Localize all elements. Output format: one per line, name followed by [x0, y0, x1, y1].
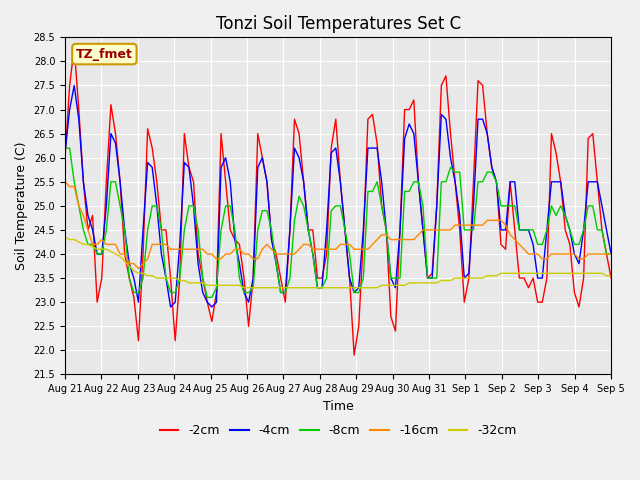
-4cm	[373, 145, 381, 151]
-2cm	[598, 227, 606, 233]
-16cm	[212, 256, 220, 262]
-16cm	[497, 217, 505, 223]
Title: Tonzi Soil Temperatures Set C: Tonzi Soil Temperatures Set C	[216, 15, 461, 33]
-8cm	[607, 251, 615, 257]
-16cm	[593, 251, 601, 257]
-8cm	[176, 275, 184, 281]
-8cm	[593, 227, 601, 233]
-16cm	[607, 251, 615, 257]
Text: TZ_fmet: TZ_fmet	[76, 48, 133, 60]
-2cm	[607, 275, 615, 281]
-4cm	[598, 203, 606, 209]
Line: -2cm: -2cm	[65, 47, 611, 355]
-32cm	[61, 234, 69, 240]
-16cm	[369, 241, 376, 247]
-4cm	[167, 304, 175, 310]
-2cm	[180, 131, 188, 136]
-8cm	[204, 294, 211, 300]
-32cm	[593, 270, 601, 276]
-16cm	[61, 179, 69, 185]
-32cm	[607, 273, 615, 278]
-8cm	[369, 189, 376, 194]
-16cm	[134, 265, 142, 271]
-8cm	[212, 285, 220, 290]
Line: -32cm: -32cm	[65, 237, 611, 288]
-2cm	[61, 155, 69, 161]
-2cm	[350, 352, 358, 358]
Legend: -2cm, -4cm, -8cm, -16cm, -32cm: -2cm, -4cm, -8cm, -16cm, -32cm	[154, 420, 522, 442]
-32cm	[208, 282, 216, 288]
Y-axis label: Soil Temperature (C): Soil Temperature (C)	[15, 142, 28, 270]
Line: -16cm: -16cm	[65, 182, 611, 268]
-8cm	[497, 203, 505, 209]
-2cm	[502, 246, 509, 252]
-16cm	[180, 246, 188, 252]
-4cm	[185, 165, 193, 170]
X-axis label: Time: Time	[323, 400, 353, 413]
Line: -4cm: -4cm	[65, 85, 611, 307]
-2cm	[373, 140, 381, 146]
-32cm	[240, 285, 248, 290]
-8cm	[61, 145, 69, 151]
-4cm	[447, 155, 454, 161]
-2cm	[447, 131, 454, 136]
-32cm	[369, 285, 376, 290]
-16cm	[442, 227, 450, 233]
-2cm	[70, 44, 78, 50]
-4cm	[607, 251, 615, 257]
-4cm	[217, 165, 225, 170]
-32cm	[176, 277, 184, 283]
-8cm	[442, 179, 450, 185]
-32cm	[442, 277, 450, 283]
-4cm	[502, 227, 509, 233]
-4cm	[61, 150, 69, 156]
-2cm	[212, 289, 220, 295]
-4cm	[70, 83, 78, 88]
-32cm	[497, 270, 505, 276]
Line: -8cm: -8cm	[65, 148, 611, 297]
